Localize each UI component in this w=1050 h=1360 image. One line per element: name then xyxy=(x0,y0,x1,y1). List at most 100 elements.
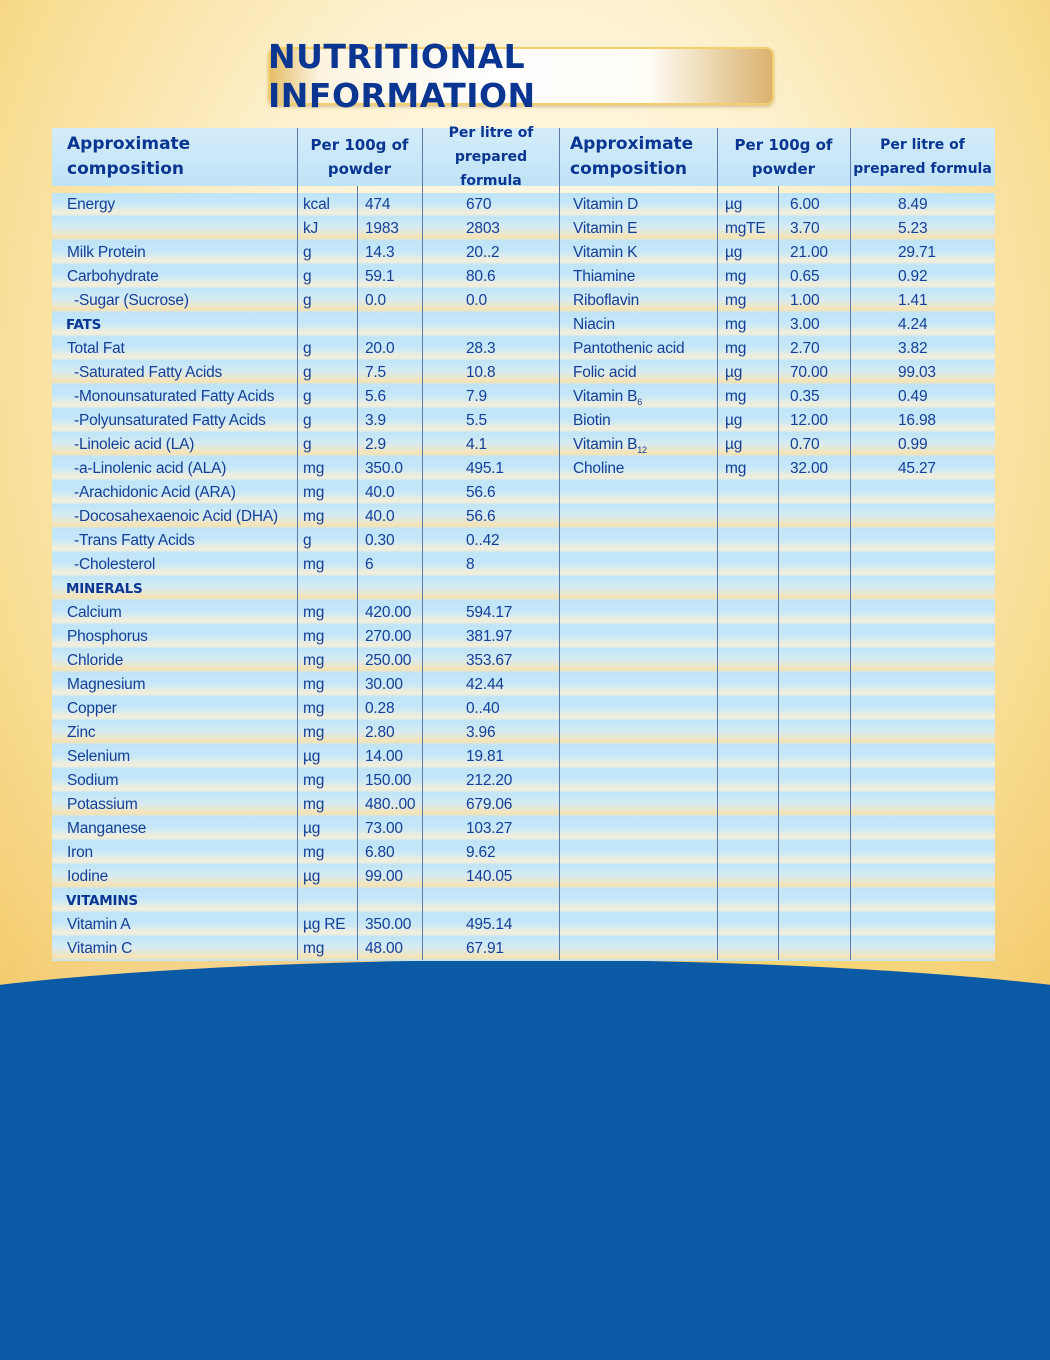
nutrient-unit: mg xyxy=(303,556,325,573)
nutrient-unit: mg xyxy=(303,940,325,957)
nutrient-unit: mg xyxy=(725,268,747,285)
nutrient-name: -Linoleic acid (LA) xyxy=(74,436,195,453)
row-stripe xyxy=(52,601,995,625)
nutrient-name: Vitamin B12 xyxy=(573,433,647,457)
nutrient-name: Carbohydrate xyxy=(67,268,159,285)
nutrient-unit: g xyxy=(303,364,312,381)
header-right-per100g: Per 100g of powder xyxy=(717,128,850,186)
nutrient-unit: mg xyxy=(303,604,325,621)
value-per-litre: 28.3 xyxy=(466,340,496,357)
value-per-litre: 56.6 xyxy=(466,484,496,501)
value-per-100g: 0.65 xyxy=(790,268,820,285)
header-right-composition: Approximate composition xyxy=(559,128,732,186)
row-stripe xyxy=(52,529,995,553)
value-per-litre: 1.41 xyxy=(898,292,928,309)
nutrient-name: -Cholesterol xyxy=(74,556,156,573)
table-row: Potassium mg 480..00 679.06 xyxy=(52,793,995,817)
header-left-perlitre: Per litre of prepared formula xyxy=(422,125,560,189)
value-per-litre: 10.8 xyxy=(466,364,496,381)
value-per-100g: 350.0 xyxy=(365,460,403,477)
header-left-composition: Approximate composition xyxy=(52,128,312,186)
table-row: Vitamin C mg 48.00 67.91 xyxy=(52,937,995,961)
nutrient-unit: mg xyxy=(725,292,747,309)
nutrient-unit: µg RE xyxy=(303,916,346,933)
nutrient-unit: kJ xyxy=(303,220,319,237)
row-stripe xyxy=(52,745,995,769)
table-row: -Arachidonic Acid (ARA) mg 40.0 56.6 xyxy=(52,481,995,505)
nutrient-name: Biotin xyxy=(573,412,611,429)
nutrient-unit: µg xyxy=(725,412,743,429)
row-stripe xyxy=(52,865,995,889)
nutrient-subscript: 12 xyxy=(637,445,647,455)
table-row: Selenium µg 14.00 19.81 xyxy=(52,745,995,769)
nutrient-name: Vitamin A xyxy=(67,916,131,933)
nutrient-unit: mg xyxy=(303,724,325,741)
value-per-litre: 0.0 xyxy=(466,292,487,309)
nutrient-name: Thiamine xyxy=(573,268,636,285)
value-per-litre: 42.44 xyxy=(466,676,504,693)
nutrient-unit: kcal xyxy=(303,196,330,213)
header-left-per100g-line2: powder xyxy=(327,160,392,178)
value-per-100g: 3.70 xyxy=(790,220,820,237)
value-per-litre: 20..2 xyxy=(466,244,500,261)
value-per-100g: 73.00 xyxy=(365,820,403,837)
nutrient-name: MINERALS xyxy=(66,581,143,597)
header-right-perlitre-line1: Per litre of xyxy=(880,137,965,153)
value-per-100g: 40.0 xyxy=(365,508,395,525)
table-row: Copper mg 0.28 0..40 xyxy=(52,697,995,721)
value-per-litre: 56.6 xyxy=(466,508,496,525)
table-row: Iodine µg 99.00 140.05 xyxy=(52,865,995,889)
nutrient-unit: mg xyxy=(725,316,747,333)
value-per-litre: 594.17 xyxy=(466,604,513,621)
value-per-litre: 5.5 xyxy=(466,412,487,429)
table-row: Carbohydrate g 59.1 80.6 Thiamine mg 0.65 0.92 xyxy=(52,265,995,289)
row-stripe xyxy=(52,649,995,673)
value-per-litre: 679.06 xyxy=(466,796,513,813)
nutrient-unit: µg xyxy=(725,436,743,453)
nutrient-name: Sodium xyxy=(67,772,119,789)
nutrient-name: Vitamin D xyxy=(573,196,639,213)
row-stripe xyxy=(52,193,995,217)
nutrient-unit: g xyxy=(303,532,312,549)
nutrient-name: -Docosahexaenoic Acid (DHA) xyxy=(74,508,278,525)
row-stripe xyxy=(52,505,995,529)
row-stripe xyxy=(52,913,995,937)
row-stripe xyxy=(52,769,995,793)
value-per-litre: 103.27 xyxy=(466,820,513,837)
value-per-litre: 353.67 xyxy=(466,652,513,669)
row-stripe xyxy=(52,313,995,337)
value-per-litre: 212.20 xyxy=(466,772,513,789)
nutrient-name: -Sugar (Sucrose) xyxy=(74,292,189,309)
value-per-100g: 70.00 xyxy=(790,364,828,381)
value-per-litre: 9.62 xyxy=(466,844,496,861)
row-stripe xyxy=(52,265,995,289)
table-row: Iron mg 6.80 9.62 xyxy=(52,841,995,865)
table-row: Vitamin A µg RE 350.00 495.14 xyxy=(52,913,995,937)
nutrient-name: Total Fat xyxy=(67,340,125,357)
value-per-100g: 480..00 xyxy=(365,796,416,813)
row-stripe xyxy=(52,457,995,481)
nutrient-name: FATS xyxy=(66,317,102,333)
table-row: Magnesium mg 30.00 42.44 xyxy=(52,673,995,697)
nutrient-name-text: Vitamin B xyxy=(573,388,638,405)
nutrient-unit: mg xyxy=(303,484,325,501)
value-per-100g: 6.80 xyxy=(365,844,395,861)
value-per-100g: 420.00 xyxy=(365,604,412,621)
nutrient-unit: g xyxy=(303,292,312,309)
header-left-per100g: Per 100g of powder xyxy=(297,128,422,186)
nutrient-unit: mg xyxy=(303,796,325,813)
value-per-100g: 14.3 xyxy=(365,244,395,261)
row-stripe xyxy=(52,817,995,841)
divider-center xyxy=(559,128,560,960)
nutrient-name: Milk Protein xyxy=(67,244,146,261)
nutrient-unit: mg xyxy=(725,460,747,477)
nutrient-name: Phosphorus xyxy=(67,628,148,645)
nutrient-unit: g xyxy=(303,412,312,429)
nutrient-name: -Arachidonic Acid (ARA) xyxy=(74,484,236,501)
divider-right-unit xyxy=(717,128,718,960)
value-per-litre: 140.05 xyxy=(466,868,513,885)
nutrient-name: Vitamin C xyxy=(67,940,133,957)
row-stripe xyxy=(52,361,995,385)
header-right-composition-label: Approximate composition xyxy=(570,134,694,179)
divider-right-perlitre xyxy=(850,128,851,960)
